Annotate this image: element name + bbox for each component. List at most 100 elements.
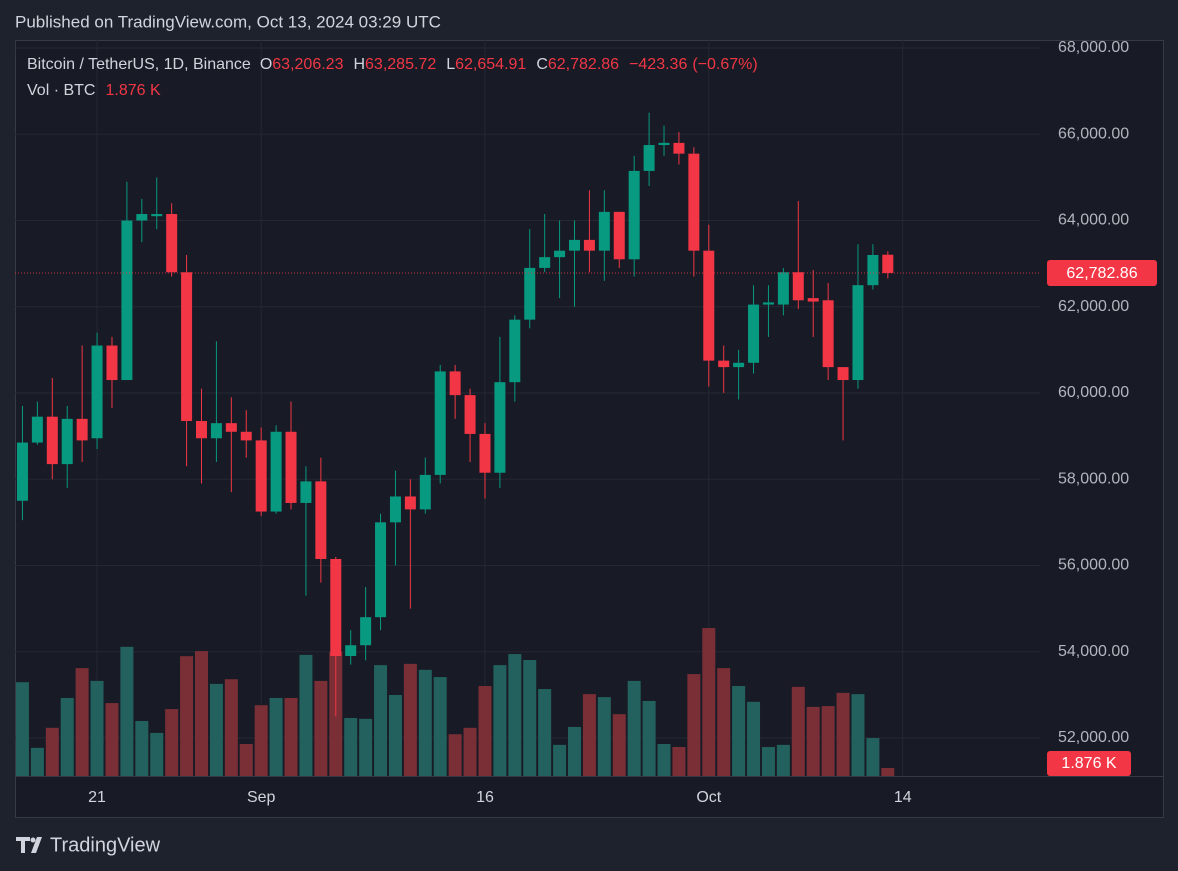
legend-item: (−0.67%) (692, 56, 757, 73)
volume-bar (732, 686, 746, 776)
candle-body (658, 142, 670, 146)
x-tick-label: 14 (894, 789, 912, 806)
volume-bar (523, 660, 537, 776)
y-tick-label: 64,000.00 (1058, 212, 1129, 229)
volume-bar (821, 706, 835, 776)
volume-legend: Vol · BTC 1.876 K (27, 82, 161, 99)
volume-bar (702, 628, 716, 776)
candle-body (837, 367, 849, 381)
volume-bar (717, 668, 731, 776)
volume-bar (567, 726, 581, 776)
volume-bar (747, 701, 761, 776)
candle-body (494, 382, 506, 473)
volume-bar (418, 669, 432, 776)
candle-body (703, 250, 715, 361)
candle-body (285, 431, 297, 503)
volume-bar (314, 680, 328, 776)
volume-bar (433, 677, 447, 776)
volume-bar (344, 718, 358, 776)
volume-bar (135, 720, 149, 776)
volume-bar (150, 732, 164, 776)
candle-body (46, 416, 58, 465)
volume-tag (1047, 751, 1131, 777)
volume-bar (478, 686, 492, 776)
legend-item: 62,654.91 (455, 56, 526, 73)
volume-bar (612, 714, 626, 776)
volume-bar (627, 680, 641, 776)
volume-bar (165, 709, 179, 776)
volume-bar (120, 646, 134, 776)
candle-body (240, 431, 252, 441)
volume-bar (881, 768, 895, 776)
y-tick-label: 52,000.00 (1058, 729, 1129, 746)
candle-body (419, 474, 431, 510)
candle-body (16, 442, 28, 501)
volume-bar (359, 718, 373, 776)
candle-body (688, 153, 700, 251)
volume-bar (209, 683, 223, 776)
volume-bar (180, 656, 194, 776)
volume-bar (687, 674, 701, 776)
volume-bar (761, 747, 775, 776)
legend-item: 63,285.72 (365, 56, 436, 73)
volume-bar (374, 665, 388, 776)
candle-body (479, 433, 491, 473)
candle-body (375, 522, 387, 618)
candle-body (807, 298, 819, 302)
legend-item: −423.36 (629, 56, 687, 73)
candle-body (583, 239, 595, 251)
candle-body (792, 272, 804, 301)
volume-bar (269, 697, 283, 776)
candle-body (882, 254, 894, 273)
candle-body (61, 418, 73, 465)
candle-body (598, 211, 610, 251)
candle-body (31, 416, 43, 443)
legend-item: H (353, 56, 365, 73)
volume-bar (90, 680, 104, 776)
candle-body (643, 145, 655, 171)
volume-bar (672, 747, 686, 776)
volume-bar (553, 744, 567, 776)
candle-body (524, 267, 536, 320)
volume-bar (60, 697, 74, 776)
legend-item: O (260, 56, 272, 73)
candle-body (330, 558, 342, 656)
candle-body (733, 362, 745, 368)
volume-bar (597, 697, 611, 776)
volume-bar (448, 734, 462, 776)
candle-body (539, 257, 551, 268)
volume-bar (15, 682, 29, 776)
candle-body (673, 142, 685, 154)
volume-bar (403, 663, 417, 776)
legend-item: 1.876 K (105, 82, 160, 99)
legend-item: Bitcoin / TetherUS, 1D, Binance (27, 56, 251, 73)
candle-body (718, 360, 730, 368)
x-tick-label: 16 (476, 789, 494, 806)
volume-bar (463, 727, 477, 776)
volume-bar (508, 654, 522, 776)
published-note: Published on TradingView.com, Oct 13, 20… (15, 12, 441, 31)
candle-body (106, 345, 118, 381)
x-tick-label: Oct (696, 789, 721, 806)
volume-tag-label: 1.876 K (1061, 755, 1116, 772)
candle-body (195, 421, 207, 439)
candle-body (345, 645, 357, 656)
y-tick-label: 62,000.00 (1058, 298, 1129, 315)
volume-bar (866, 738, 880, 776)
legend: Bitcoin / TetherUS, 1D, Binance O63,206.2… (27, 56, 758, 73)
candle-body (762, 302, 774, 305)
candle-body (449, 371, 461, 396)
x-tick-label: 21 (88, 789, 106, 806)
volume-bar (75, 668, 89, 776)
y-tick-label: 68,000.00 (1058, 39, 1129, 56)
legend-item: 62,782.86 (548, 56, 619, 73)
volume-bar (30, 747, 44, 776)
candle-body (121, 220, 133, 381)
candle-body (867, 254, 879, 286)
y-tick-label: 60,000.00 (1058, 384, 1129, 401)
legend-item: 63,206.23 (272, 56, 343, 73)
brand-name: TradingView (50, 834, 161, 856)
plot: 52,000.00 54,000.00 56,000.00 58,000.00 60,0… (15, 39, 1157, 806)
legend-item: C (536, 56, 548, 73)
